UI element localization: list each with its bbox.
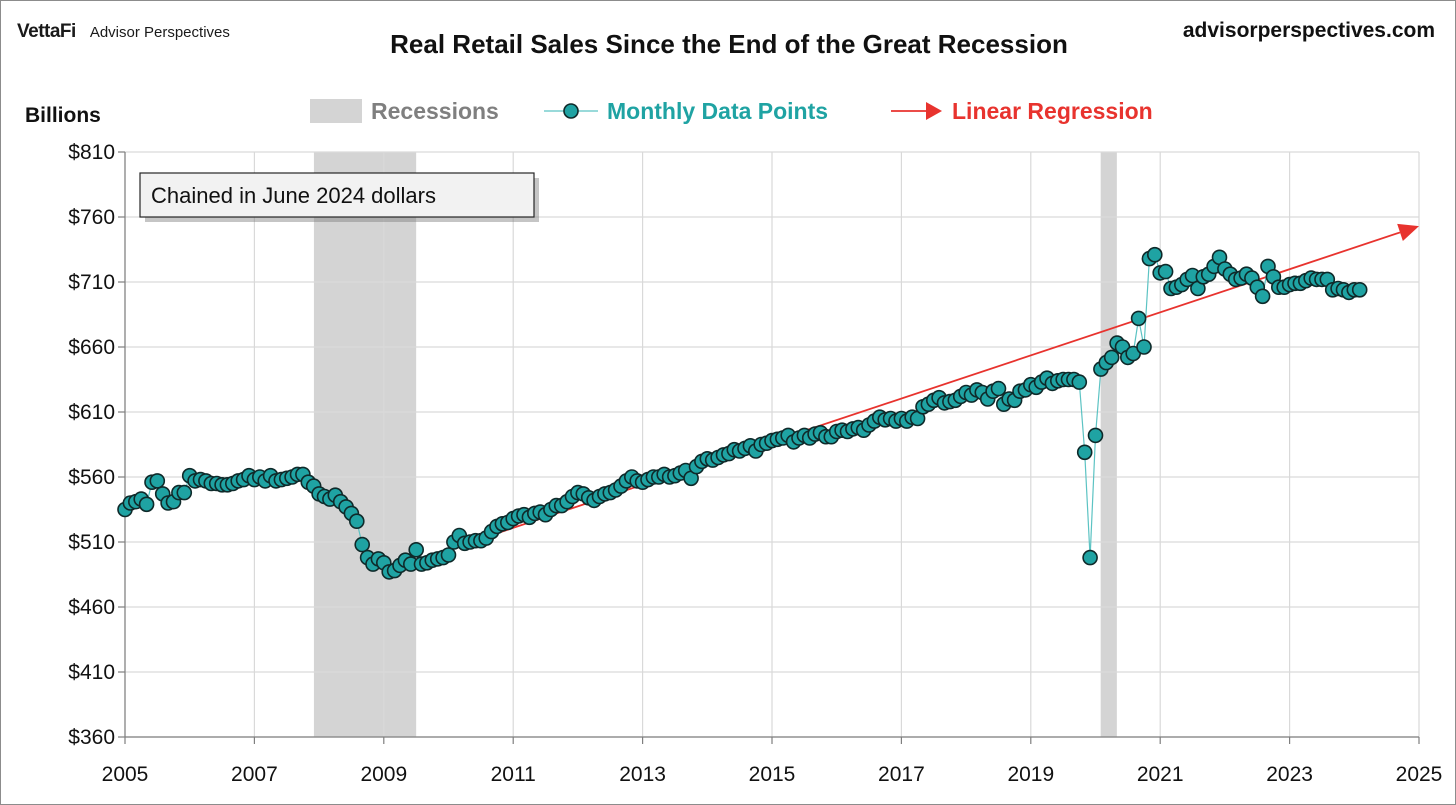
y-axis-label: Billions [25,104,101,127]
legend-label-regression: Linear Regression [952,98,1153,124]
annotation-text: Chained in June 2024 dollars [151,183,436,208]
x-tick-label: 2007 [231,763,278,786]
x-tick-label: 2019 [1007,763,1054,786]
x-tick-label: 2009 [360,763,407,786]
data-point [408,541,425,558]
data-point [440,547,457,563]
recession-band [1100,152,1117,737]
y-tick-label: $360 [68,726,115,749]
data-point [176,484,193,501]
y-tick-label: $760 [68,206,115,229]
chart-title: Real Retail Sales Since the End of the G… [390,29,1068,59]
x-tick-label: 2023 [1266,763,1313,786]
legend-swatch-recessions [310,99,362,123]
series-line [124,253,1360,573]
site-url: advisorperspectives.com [1182,19,1435,42]
legend-label-monthly: Monthly Data Points [607,98,828,124]
y-tick-label: $410 [68,661,115,684]
data-point [1082,549,1098,566]
data-point [1136,339,1152,355]
x-tick-label: 2015 [749,763,796,786]
data-point [1076,444,1093,461]
data-point [138,496,155,513]
legend-swatch-marker [563,103,579,119]
data-point [1254,288,1271,305]
data-point [1103,349,1120,366]
legend-label-recessions: Recessions [371,98,499,124]
y-tick-label: $560 [68,466,115,489]
data-point [990,380,1007,397]
y-tick-label: $710 [68,271,115,294]
annotation-box [139,172,535,218]
data-point [1147,246,1163,263]
data-point [1351,281,1368,298]
y-tick-label: $510 [68,531,115,554]
data-point [1071,374,1088,390]
x-tick-label: 2013 [619,763,666,786]
x-tick-label: 2011 [491,763,536,786]
brand-logo: VettaFi Advisor Perspectives [17,21,230,43]
data-point [1157,263,1174,280]
legend-swatch-arrowhead [926,102,942,120]
y-tick-label: $810 [68,141,115,164]
data-point [348,513,365,530]
brand-name: VettaFi [17,21,76,42]
y-tick-label: $460 [68,596,115,619]
regression-arrowhead [1397,223,1419,241]
x-tick-label: 2017 [878,763,925,786]
data-point [1087,427,1104,444]
data-point [354,536,371,553]
data-point [1130,310,1147,327]
y-tick-label: $610 [68,401,115,424]
x-tick-label: 2005 [102,763,149,786]
brand-subtitle: Advisor Perspectives [89,24,230,41]
recession-band [313,152,417,737]
x-tick-label: 2021 [1137,763,1184,786]
data-point [149,473,166,489]
y-tick-label: $660 [68,336,115,359]
x-tick-label: 2025 [1396,763,1443,786]
